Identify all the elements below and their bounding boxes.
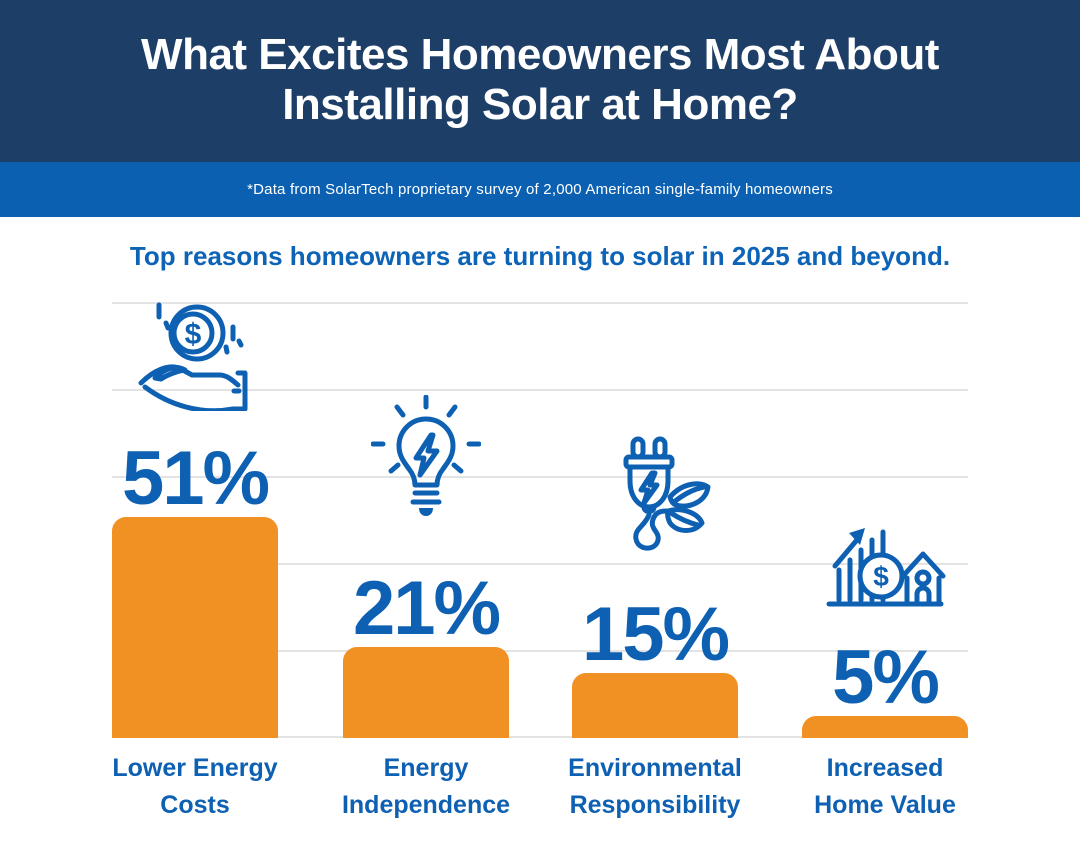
gridline xyxy=(112,650,968,652)
svg-text:$: $ xyxy=(873,561,889,592)
plug-leaf-icon xyxy=(623,436,710,551)
category-label-environmental-responsibility: Environmental Responsibility xyxy=(540,750,770,824)
gridline xyxy=(112,389,968,391)
bar xyxy=(112,517,278,738)
bar-column-environmental-responsibility: 15% xyxy=(572,435,738,738)
category-label-line: Home Value xyxy=(814,791,956,819)
category-label-line: Independence xyxy=(341,791,511,819)
home-value-growth-icon: $ xyxy=(826,528,946,607)
bar-column-increased-home-value: $ 5% xyxy=(802,514,968,738)
svg-text:$: $ xyxy=(185,318,202,351)
lightbulb-bolt-icon xyxy=(371,395,481,516)
gridline xyxy=(112,476,968,478)
category-label-line: Lower Energy xyxy=(112,754,278,782)
category-label-increased-home-value: Increased Home Value xyxy=(770,750,1000,824)
page-title-line1: What Excites Homeowners Most About xyxy=(141,30,939,79)
chart-subtitle: Top reasons homeowners are turning to so… xyxy=(129,241,951,271)
category-label-line: Responsibility xyxy=(569,791,741,819)
value-label: 15% xyxy=(581,592,730,677)
bar xyxy=(802,716,968,738)
bar-column-energy-independence: 21% xyxy=(343,395,509,738)
category-label-line: Costs xyxy=(160,791,230,819)
value-label: 51% xyxy=(121,436,270,521)
category-labels: Lower Energy Costs Energy Independence E… xyxy=(0,738,1080,850)
bar xyxy=(572,673,738,738)
header-banner: What Excites Homeowners Most About Insta… xyxy=(0,0,1080,162)
page-title-line2: Installing Solar at Home? xyxy=(282,80,798,129)
baseline-gridline xyxy=(112,736,968,738)
gridline xyxy=(112,563,968,565)
category-label-line: Increased xyxy=(826,754,944,782)
bar xyxy=(343,647,509,738)
bar-chart: $ 51% xyxy=(0,271,1080,738)
source-note: *Data from SolarTech proprietary survey … xyxy=(247,181,833,198)
bar-column-lower-energy-costs: $ 51% xyxy=(112,299,278,738)
coin-hand-icon: $ xyxy=(138,302,248,411)
category-label-lower-energy-costs: Lower Energy Costs xyxy=(80,750,310,824)
value-label: 5% xyxy=(832,635,940,720)
gridline xyxy=(112,302,968,304)
value-label: 21% xyxy=(352,566,501,651)
category-label-line: Environmental xyxy=(568,754,742,782)
page-title: What Excites Homeowners Most About Insta… xyxy=(0,0,1080,130)
category-label-energy-independence: Energy Independence xyxy=(311,750,541,824)
category-label-line: Energy xyxy=(383,754,469,782)
source-note-band: *Data from SolarTech proprietary survey … xyxy=(0,162,1080,217)
